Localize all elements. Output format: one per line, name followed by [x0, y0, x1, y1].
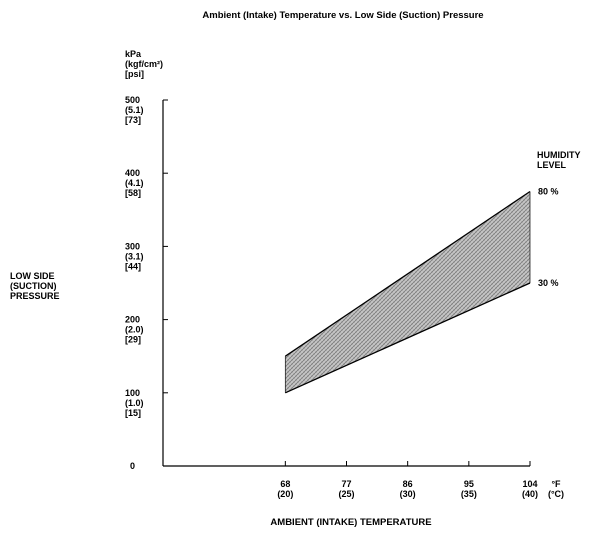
y-axis-unit-label: kPa(kgf/cm²)[psi]	[125, 49, 163, 79]
y-title-line: PRESSURE	[10, 291, 60, 301]
x-tick-label-celsius: (35)	[461, 489, 477, 499]
series-label-humidity-80: 80 %	[538, 187, 559, 197]
x-tick-label-celsius: (30)	[400, 489, 416, 499]
y-tick-label-kgf: (2.0)	[125, 325, 144, 335]
y-tick-label-psi: [29]	[125, 335, 141, 345]
x-tick-label: 86	[403, 479, 413, 489]
y-tick-label-psi: [15]	[125, 408, 141, 418]
y-tick-label-psi: [58]	[125, 188, 141, 198]
y-tick-label: 0	[130, 461, 135, 471]
y-tick-label: 500	[125, 95, 140, 105]
humidity-range-area	[285, 191, 530, 393]
humidity-label-line: LEVEL	[537, 160, 567, 170]
x-unit-fahrenheit: °F	[551, 479, 561, 489]
y-tick-label: 300	[125, 241, 140, 251]
x-tick-label-celsius: (40)	[522, 489, 538, 499]
series-line-humidity-30	[285, 282, 531, 394]
humidity-label-line: HUMIDITY	[537, 150, 581, 160]
y-tick-label-kgf: (1.0)	[125, 398, 144, 408]
x-axis-title: AMBIENT (INTAKE) TEMPERATURE	[270, 517, 431, 528]
x-tick-label: 77	[341, 479, 351, 489]
y-tick-label-kgf: (4.1)	[125, 178, 144, 188]
y-tick-label-kgf: (5.1)	[125, 105, 144, 115]
x-tick-label: 95	[464, 479, 474, 489]
x-tick-label-celsius: (25)	[338, 489, 354, 499]
series-label-humidity-30: 30 %	[538, 278, 559, 288]
y-axis-title: LOW SIDE(SUCTION)PRESSURE	[10, 271, 60, 301]
y-unit-line: [psi]	[125, 69, 144, 79]
y-title-line: (SUCTION)	[10, 281, 57, 291]
y-unit-line: (kgf/cm²)	[125, 59, 163, 69]
y-unit-line: kPa	[125, 49, 142, 59]
chart-title: Ambient (Intake) Temperature vs. Low Sid…	[202, 10, 483, 21]
x-tick-label: 104	[522, 479, 537, 489]
series-line-humidity-80	[284, 190, 531, 357]
x-tick-label: 68	[280, 479, 290, 489]
y-tick-label: 200	[125, 315, 140, 325]
y-tick-label: 100	[125, 388, 140, 398]
y-tick-label-kgf: (3.1)	[125, 251, 144, 261]
y-tick-label-psi: [73]	[125, 115, 141, 125]
x-tick-label-celsius: (20)	[277, 489, 293, 499]
x-axis-unit-label: °F(°C)	[548, 479, 564, 499]
y-tick-label: 400	[125, 168, 140, 178]
y-tick-label-psi: [44]	[125, 261, 141, 271]
x-unit-celsius: (°C)	[548, 489, 564, 499]
y-title-line: LOW SIDE	[10, 271, 55, 281]
